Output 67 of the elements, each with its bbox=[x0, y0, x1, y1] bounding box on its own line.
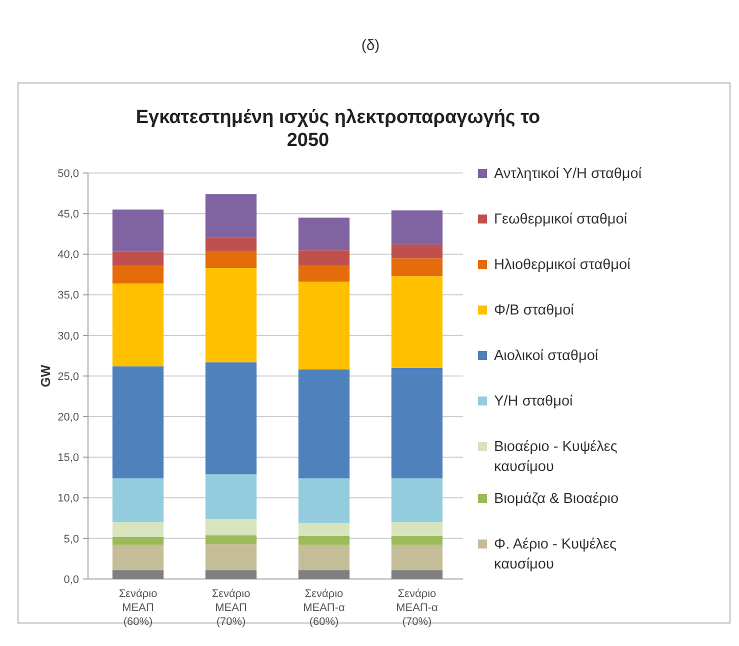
bar bbox=[391, 368, 443, 478]
y-tick-label: 10,0 bbox=[58, 492, 79, 505]
y-tick-label: 40,0 bbox=[58, 249, 79, 262]
chart-title: Εγκατεστημένη ισχύς ηλεκτροπαραγωγής το 2050 bbox=[136, 107, 540, 151]
bar bbox=[205, 518, 257, 536]
bar bbox=[112, 522, 164, 537]
text: (δ) bbox=[361, 37, 380, 54]
y-tick-label: 50,0 bbox=[58, 168, 79, 180]
bar bbox=[205, 268, 257, 362]
bar bbox=[112, 478, 164, 522]
legend-label: Αντλητικοί Υ/Η σταθμοί bbox=[494, 166, 642, 182]
legend-label: Φ. Αέριο - Κυψέλες καυσίμου bbox=[494, 536, 616, 572]
bar bbox=[391, 570, 443, 579]
legend-label: Βιομάζα & Βιοαέριο bbox=[494, 491, 619, 507]
bar bbox=[205, 570, 257, 579]
bar bbox=[112, 536, 164, 545]
bar bbox=[298, 250, 350, 266]
x-tick-label: Σενάριο ΜΕΑΠ (70%) bbox=[212, 588, 250, 628]
y-tick-label: 35,0 bbox=[58, 290, 79, 302]
legend-label: Γεωθερμικοί σταθμοί bbox=[494, 212, 628, 228]
bar bbox=[205, 194, 257, 238]
bar bbox=[298, 570, 350, 579]
bar bbox=[112, 366, 164, 478]
bar bbox=[298, 478, 350, 523]
bar bbox=[391, 544, 443, 570]
legend-label: Φ/Β σταθμοί bbox=[494, 302, 575, 318]
bar bbox=[391, 210, 443, 244]
bar bbox=[205, 237, 257, 251]
x-tick-label: Σενάριο ΜΕΑΠ-α (70%) bbox=[396, 588, 439, 628]
bar bbox=[112, 283, 164, 366]
bar bbox=[112, 252, 164, 266]
y-tick-label: 5,0 bbox=[64, 533, 79, 546]
bar bbox=[298, 218, 350, 250]
bar bbox=[112, 266, 164, 284]
y-tick-label: 15,0 bbox=[58, 452, 79, 464]
bar bbox=[391, 536, 443, 545]
bar bbox=[205, 362, 257, 474]
bar bbox=[205, 535, 257, 544]
bar bbox=[298, 544, 350, 570]
bar bbox=[391, 244, 443, 258]
bar bbox=[391, 258, 443, 276]
y-tick-label: 30,0 bbox=[58, 330, 79, 342]
y-tick-label: 0,0 bbox=[64, 574, 79, 586]
legend-label: Βιοαέριο - Κυψέλες καυσίμου bbox=[494, 439, 618, 475]
bar bbox=[298, 522, 350, 536]
x-tick-label: Σενάριο ΜΕΑΠ-α (60%) bbox=[303, 588, 346, 628]
bar bbox=[112, 544, 164, 570]
bar bbox=[205, 474, 257, 519]
bar bbox=[298, 536, 350, 545]
bar bbox=[391, 478, 443, 522]
y-axis-title: GW bbox=[38, 364, 53, 388]
y-tick-label: 45,0 bbox=[58, 208, 79, 220]
bar bbox=[298, 370, 350, 478]
x-tick-label: Σενάριο ΜΕΑΠ (60%) bbox=[118, 588, 158, 628]
bar bbox=[298, 282, 350, 370]
bar bbox=[205, 544, 257, 570]
bar bbox=[391, 276, 443, 368]
legend-label: Ηλιοθερμικοί σταθμοί bbox=[494, 257, 632, 273]
bar bbox=[205, 250, 257, 268]
bar bbox=[298, 266, 350, 282]
bar bbox=[112, 210, 164, 252]
bar bbox=[112, 570, 164, 579]
y-tick-label: 20,0 bbox=[58, 411, 79, 424]
legend-label: Υ/Η σταθμοί bbox=[494, 394, 574, 410]
legend-label: Αιολικοί σταθμοί bbox=[494, 348, 599, 364]
bar bbox=[391, 522, 443, 536]
y-tick-label: 25,0 bbox=[58, 370, 79, 383]
